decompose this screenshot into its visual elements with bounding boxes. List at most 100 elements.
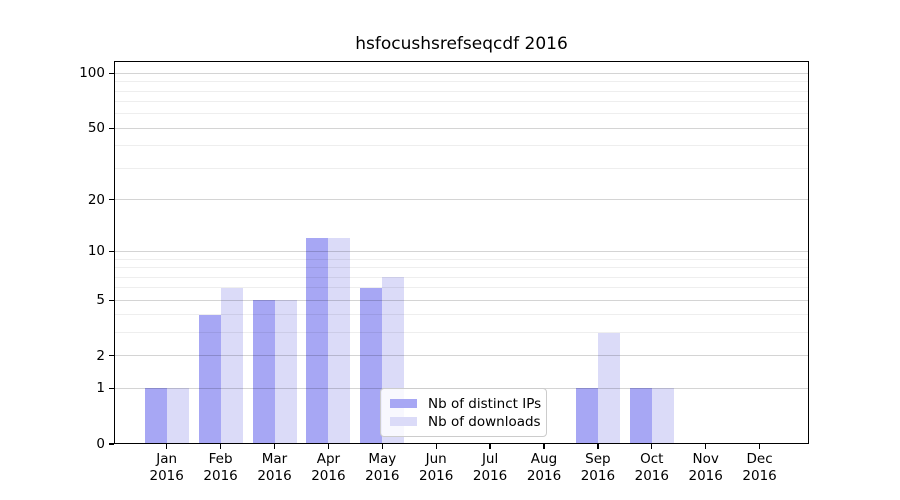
bar-distinct-ips-feb bbox=[198, 314, 221, 444]
x-tick-mark-aug bbox=[543, 444, 545, 449]
gridline-minor-4 bbox=[114, 314, 809, 316]
x-tick-mark-nov bbox=[705, 444, 707, 449]
gridline-major-2 bbox=[114, 355, 809, 357]
x-tick-month: Aug bbox=[530, 451, 558, 467]
x-tick-label-jul: Jul 2016 bbox=[473, 451, 507, 484]
x-tick-month: Feb bbox=[208, 451, 233, 467]
x-tick-year: 2016 bbox=[419, 467, 454, 484]
x-tick-year: 2016 bbox=[634, 467, 669, 484]
x-tick-month: Jun bbox=[425, 451, 447, 467]
legend-label-downloads: Nb of downloads bbox=[428, 413, 541, 430]
y-tick-mark-20 bbox=[109, 198, 114, 201]
gridline-minor-70 bbox=[114, 101, 809, 103]
bar-distinct-ips-mar bbox=[252, 300, 275, 444]
x-tick-label-oct: Oct 2016 bbox=[635, 451, 669, 484]
gridline-minor-60 bbox=[114, 113, 809, 115]
x-tick-label-jun: Jun 2016 bbox=[419, 451, 453, 484]
y-tick-label-100: 100 bbox=[79, 65, 105, 82]
bar-distinct-ips-may bbox=[360, 287, 383, 444]
x-tick-mark-oct bbox=[651, 444, 653, 449]
gridline-minor-8 bbox=[114, 267, 809, 269]
legend-item-distinct-ips: Nb of distinct IPs bbox=[390, 395, 546, 413]
gridline-minor-30 bbox=[114, 167, 809, 169]
bar-downloads-feb bbox=[220, 287, 243, 444]
x-tick-mark-sep bbox=[597, 444, 599, 449]
bar-distinct-ips-sep bbox=[575, 388, 598, 444]
x-tick-label-dec: Dec 2016 bbox=[742, 451, 776, 484]
x-tick-year: 2016 bbox=[472, 467, 508, 484]
x-tick-year: 2016 bbox=[149, 467, 184, 484]
x-tick-mark-may bbox=[381, 444, 383, 449]
y-tick-mark-2 bbox=[109, 355, 114, 357]
x-tick-month: Jan bbox=[156, 451, 178, 467]
legend-swatch-downloads bbox=[390, 417, 417, 426]
bar-downloads-oct bbox=[651, 388, 674, 444]
bar-distinct-ips-apr bbox=[306, 238, 329, 444]
y-tick-label-50: 50 bbox=[87, 120, 105, 137]
x-tick-mark-feb bbox=[219, 444, 222, 449]
x-tick-year: 2016 bbox=[257, 467, 292, 484]
x-tick-mark-dec bbox=[758, 444, 761, 449]
y-tick-mark-1 bbox=[109, 387, 114, 389]
y-tick-mark-50 bbox=[109, 127, 114, 129]
gridline-minor-7 bbox=[114, 276, 809, 278]
x-tick-mark-jul bbox=[489, 444, 491, 449]
x-tick-label-aug: Aug 2016 bbox=[527, 451, 561, 484]
bar-distinct-ips-oct bbox=[629, 388, 652, 444]
x-tick-label-nov: Nov 2016 bbox=[689, 451, 723, 484]
x-tick-mark-apr bbox=[327, 444, 330, 449]
gridline-major-100 bbox=[114, 72, 809, 74]
x-tick-label-may: May 2016 bbox=[365, 451, 399, 484]
x-tick-mark-mar bbox=[273, 444, 276, 449]
x-tick-month: Mar bbox=[261, 451, 288, 467]
x-tick-year: 2016 bbox=[365, 467, 400, 484]
bar-downloads-sep bbox=[597, 332, 620, 444]
y-tick-mark-100 bbox=[109, 72, 114, 75]
gridline-major-50 bbox=[114, 127, 809, 129]
gridline-major-10 bbox=[114, 250, 809, 252]
gridline-minor-80 bbox=[114, 90, 809, 92]
bar-distinct-ips-jan bbox=[144, 388, 167, 444]
bar-downloads-jan bbox=[166, 388, 189, 444]
x-tick-year: 2016 bbox=[580, 467, 616, 484]
y-tick-label-20: 20 bbox=[87, 191, 105, 208]
gridline-minor-9 bbox=[114, 258, 809, 260]
legend: Nb of distinct IPs Nb of downloads bbox=[380, 388, 547, 437]
y-tick-label-10: 10 bbox=[87, 243, 105, 260]
gridline-major-5 bbox=[114, 299, 809, 301]
x-tick-label-jan: Jan 2016 bbox=[150, 451, 184, 484]
x-tick-year: 2016 bbox=[311, 467, 346, 484]
legend-label-distinct-ips: Nb of distinct IPs bbox=[428, 395, 542, 412]
x-tick-year: 2016 bbox=[688, 467, 723, 484]
x-tick-year: 2016 bbox=[203, 467, 238, 484]
plot-area: Nb of distinct IPs Nb of downloads bbox=[114, 61, 809, 444]
gridline-major-20 bbox=[114, 199, 809, 201]
x-tick-month: Dec bbox=[746, 451, 773, 467]
gridline-minor-40 bbox=[114, 145, 809, 147]
y-tick-label-0: 0 bbox=[96, 436, 105, 452]
x-tick-month: Apr bbox=[316, 451, 341, 467]
y-tick-mark-0 bbox=[109, 443, 114, 445]
x-tick-month: Nov bbox=[692, 451, 719, 467]
x-tick-label-sep: Sep 2016 bbox=[581, 451, 615, 484]
x-tick-label-mar: Mar 2016 bbox=[257, 451, 291, 484]
y-tick-mark-5 bbox=[109, 299, 114, 301]
y-tick-mark-10 bbox=[109, 250, 114, 253]
x-tick-month: Oct bbox=[640, 451, 664, 467]
gridline-minor-90 bbox=[114, 81, 809, 83]
y-tick-label-5: 5 bbox=[96, 292, 105, 309]
x-tick-label-feb: Feb 2016 bbox=[203, 451, 237, 484]
x-tick-month: Jul bbox=[481, 451, 499, 467]
x-tick-mark-jan bbox=[166, 444, 168, 449]
x-tick-month: Sep bbox=[585, 451, 611, 467]
bar-downloads-apr bbox=[328, 238, 351, 444]
x-tick-year: 2016 bbox=[742, 467, 777, 484]
legend-item-downloads: Nb of downloads bbox=[390, 413, 546, 431]
y-tick-label-2: 2 bbox=[96, 347, 105, 364]
x-tick-label-apr: Apr 2016 bbox=[311, 451, 345, 484]
x-tick-mark-jun bbox=[435, 444, 437, 449]
gridline-minor-6 bbox=[114, 287, 809, 289]
gridline-minor-3 bbox=[114, 332, 809, 334]
x-tick-year: 2016 bbox=[526, 467, 562, 484]
